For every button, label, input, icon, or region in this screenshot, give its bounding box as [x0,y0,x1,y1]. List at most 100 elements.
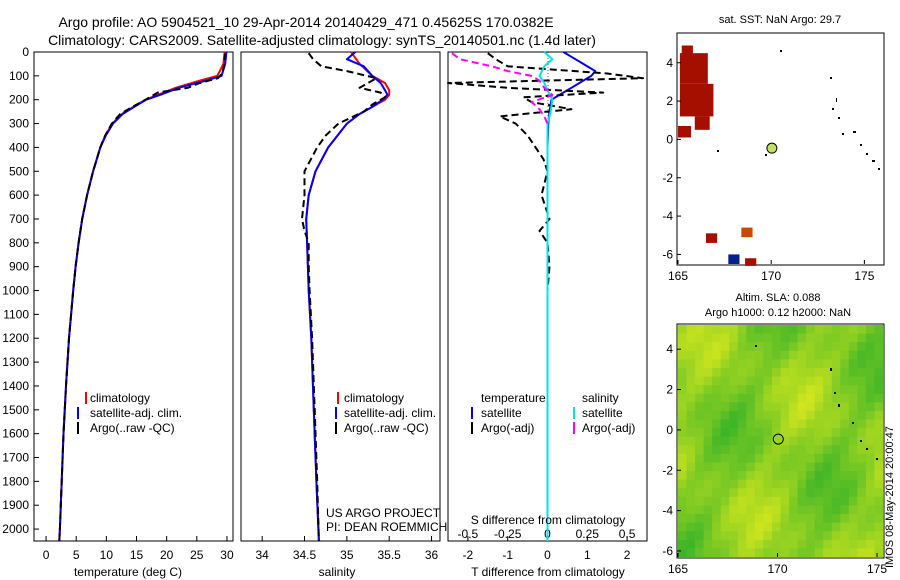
salinity-legend: climatology satellite-adj. clim. Argo(..… [335,391,436,435]
sla-cell [771,522,782,532]
sla-cell [678,453,688,464]
map-y-tick-label: 4 [666,342,673,356]
sla-cell [763,350,773,360]
sla-cell [806,471,816,481]
sla-cell [754,488,765,498]
sla-cell [771,514,782,524]
sla-cell [874,462,883,472]
sla-cell [789,376,799,386]
sla-cell [686,359,696,369]
depth-tick-label: 400 [9,140,29,154]
sla-cell [712,333,722,343]
sla-cell [695,350,705,360]
sla-cell [823,410,833,421]
sla-cell [771,445,782,455]
sla-cell [814,479,824,489]
sla-cell [840,462,850,472]
sla-cell [848,367,858,378]
sla-cell [789,325,799,335]
sla-cell [874,522,883,532]
sla-cell [857,410,867,421]
sla-cell [848,325,858,335]
coast-dot [780,50,782,52]
sla-cell [746,505,756,515]
sla-cell [720,462,730,472]
sla-cell [840,350,850,360]
sla-cell [746,402,756,412]
sla-cell [703,505,713,515]
sla-cell [789,505,799,515]
sla-cell [695,522,705,532]
sla-cell [754,333,765,343]
sla-cell [737,385,747,395]
sla-cell [831,505,841,515]
sla-cell [840,428,850,438]
coast-dot [860,440,862,442]
sla-cell [754,428,765,438]
sla-cell [865,436,876,446]
sla-cell [797,471,807,481]
sla-cell [754,376,765,386]
sla-cell [806,385,816,395]
sla-cell [737,496,747,507]
sla-map-ticks: 165 170 175 -6 -4 -2 0 2 4 [662,342,887,576]
sla-cell [695,453,705,464]
sla-cell [780,479,790,489]
sla-cell [686,462,696,472]
sla-cell [874,376,883,386]
sla-cell [874,367,883,378]
sst-cell [741,227,753,238]
sst-cell [728,254,740,264]
sla-cell [874,333,883,343]
sla-cell [797,522,807,532]
sla-cell [806,436,816,446]
sla-cell [780,367,790,378]
sla-cell [806,531,816,541]
sla-cell [857,428,867,438]
sla-cell [754,539,765,550]
sla-cell [823,385,833,395]
sla-cell [840,514,850,524]
sla-cell [712,531,722,541]
sla-cell [857,367,867,378]
sla-cell [806,479,816,489]
sla-cell [831,445,841,455]
sla-cell [729,514,739,524]
sla-cell [840,479,850,489]
sla-cell [763,402,773,412]
sla-cell [874,385,883,395]
sla-cell [780,505,790,515]
sla-cell [874,548,883,557]
sla-cell [746,393,756,403]
sla-cell [746,376,756,386]
sla-cell [771,376,782,386]
sla-cell [771,350,782,360]
difference-ticks: -2 -1 0 1 2-0.5 -0.25 0 0.25 0.5 [458,527,636,562]
sla-cell [806,488,816,498]
sla-cell [840,376,850,386]
sla-cell [737,359,747,369]
sla-cell [754,462,765,472]
sla-cell [720,393,730,403]
sla-cell [678,419,688,429]
sla-cell [780,402,790,412]
sla-cell [678,522,688,532]
sla-cell [678,342,688,352]
imos-credit: IMOS 08-May-2014 20:00:47 [884,426,896,568]
sla-cell [763,410,773,421]
coast-dot [755,345,757,347]
sla-cell [823,548,833,557]
sla-cell [720,548,730,557]
sla-cell [729,393,739,403]
sla-cell [780,419,790,429]
legend-label-t-argo: Argo(-adj) [481,421,534,435]
sla-cell [754,410,765,421]
sla-cell [840,359,850,369]
sla-cell [712,479,722,489]
sla-cell [831,471,841,481]
sla-cell [712,539,722,550]
map-y-tick-label: -2 [662,463,673,477]
sla-cell [831,428,841,438]
sla-cell [780,539,790,550]
